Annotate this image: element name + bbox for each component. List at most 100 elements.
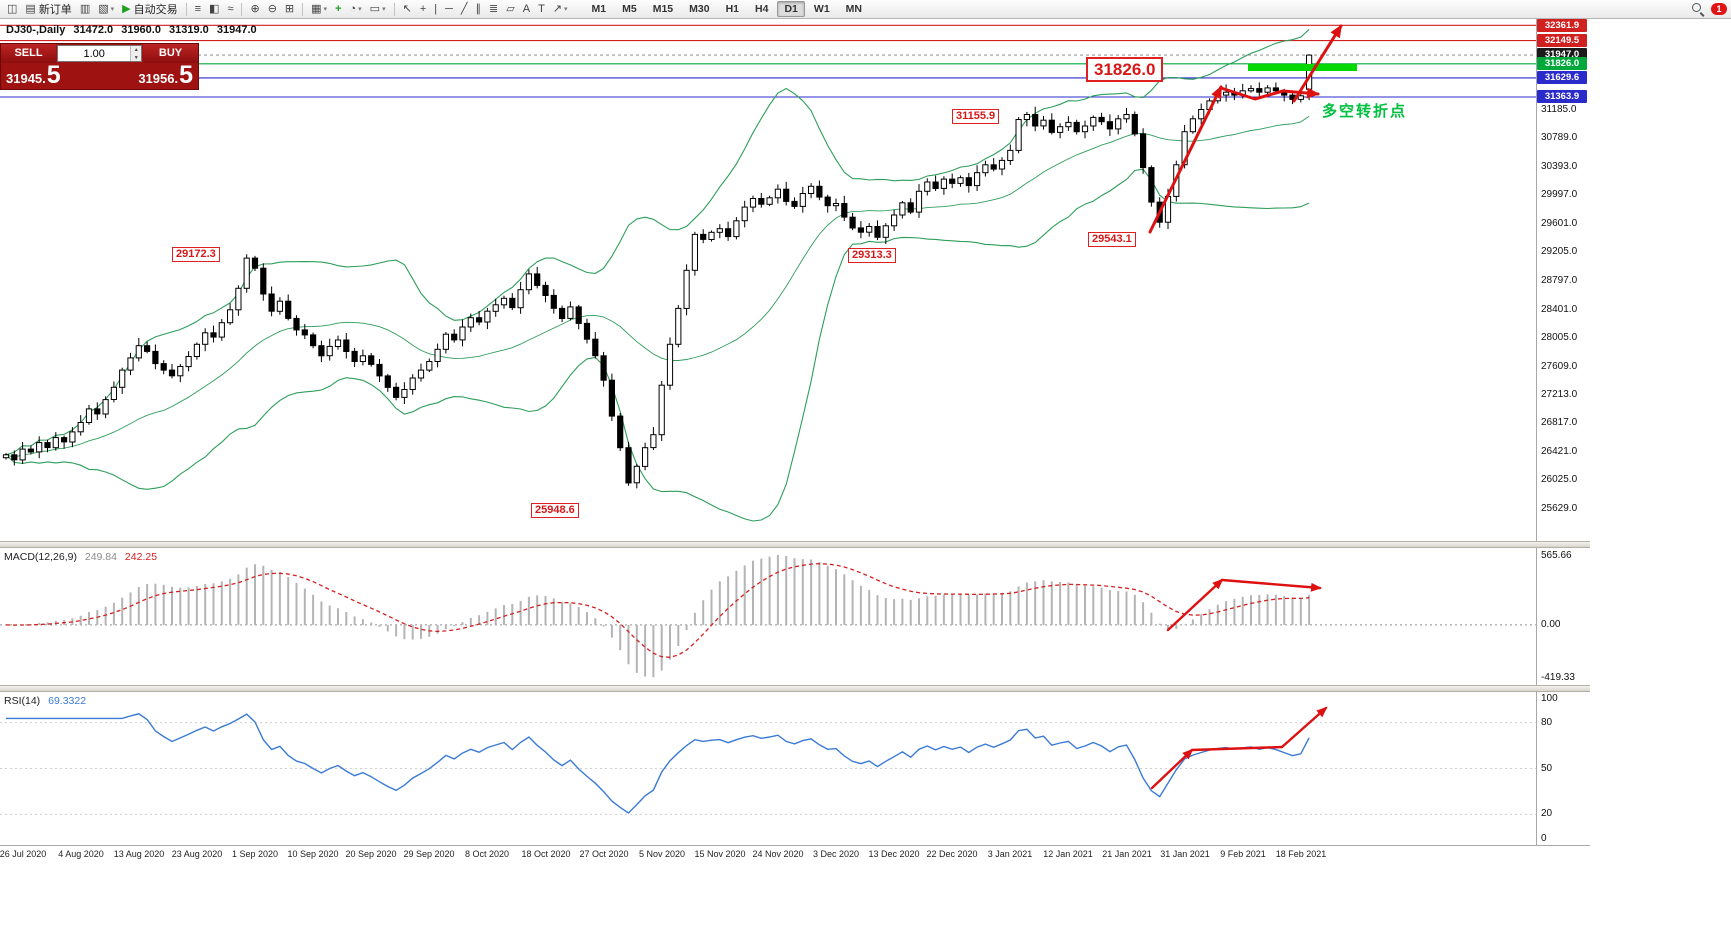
trend-arrows [1166,578,1322,632]
vertical-line-button[interactable]: | [431,1,440,17]
date-label: 29 Sep 2020 [403,849,455,859]
timeframe-mn[interactable]: MN [845,3,862,15]
trendline-button[interactable]: ╱ [458,1,471,17]
profiles-button[interactable]: ▧ ▾ [95,1,117,17]
timeframe-h1[interactable]: H1 [725,3,740,15]
rsi-canvas[interactable] [0,692,1536,845]
macd-signal-line [5,563,1310,658]
search-icon[interactable] [1691,2,1705,16]
volume-down-icon[interactable]: ▼ [133,55,139,61]
price-scale-label: 29997.0 [1541,189,1578,200]
indicator-scale-label: 50 [1541,763,1553,774]
date-label: 13 Aug 2020 [113,849,165,859]
toolbar-buttons: ◫ ▤ 新订单 ▥ ▧ ▾ ▶ 自动交易 ≡ ◧ ≈ ⊕ ⊖ ⊞ ▦ ▾ + ◔ ▾ ▭ ▾ ↖ + | ─ ╱ ∥ ≣ ▱ A T ↗ ▾ [3,1,572,17]
horizontal-line-icon: ─ [445,3,453,15]
timeframe-w1[interactable]: W1 [813,3,830,15]
date-label: 5 Nov 2020 [638,849,686,859]
tile-windows-icon: ⊞ [284,3,295,15]
one-click-trading-panel: SELL ▲▼ BUY 31945.5 31956.5 [0,43,199,90]
buy-price[interactable]: 31956. 5 [138,63,193,88]
rsi-level-lines [0,722,1536,815]
volume-spinner[interactable]: ▲ ▼ [130,46,141,61]
indicator-scale-label: 20 [1541,808,1553,819]
chevron-down-icon: ▾ [564,6,568,13]
charts-button[interactable]: ◫ [4,1,20,17]
time-scale[interactable]: 26 Jul 2020 4 Aug 2020 13 Aug 2020 23 Aug 2… [0,845,1590,864]
charts-icon: ◫ [7,3,18,15]
shapes-button[interactable]: ▱ [503,1,517,17]
indicators-button[interactable]: ▦ ▾ [308,1,330,17]
volume-input[interactable] [58,46,131,61]
price-scale-label: 25629.0 [1541,503,1578,514]
price-scale-label: 27213.0 [1541,389,1578,400]
price-scale-label: 28401.0 [1541,304,1578,315]
price-scale-label: 26421.0 [1541,446,1578,457]
crosshair-icon: + [419,3,427,15]
text-label-icon: T [538,3,545,15]
date-label: 24 Nov 2020 [752,849,804,859]
tile-windows-button[interactable]: ⊞ [282,1,297,17]
vertical-line-icon: | [434,3,438,15]
sell-price[interactable]: 31945. 5 [6,63,61,88]
equidistant-channel-button[interactable]: ∥ [473,1,485,17]
timeframe-d1[interactable]: D1 [777,1,805,17]
main-chart-canvas[interactable] [0,19,1536,541]
text-button[interactable]: A [520,1,533,17]
indicators-icon: ▦ [311,3,322,15]
price-callout: 29313.3 [848,248,896,263]
pane-separator[interactable] [0,541,1590,548]
pane-separator[interactable] [0,685,1590,692]
timeframe-m15[interactable]: M15 [652,3,674,15]
date-label: 3 Jan 2021 [987,849,1033,859]
add-indicator-button[interactable]: + [332,1,344,17]
macd-canvas[interactable] [0,548,1536,685]
fibonacci-button[interactable]: ≣ [486,1,501,17]
highlight-zone [1248,64,1357,71]
timeframe-toolbar: M1 M5 M15 M30 H1 H4 D1 W1 MN [584,1,870,17]
autotrading-button[interactable]: ▶ 自动交易 [119,1,180,17]
zoom-out-icon: ⊖ [267,3,277,15]
equidistant-channel-icon: ∥ [475,3,482,15]
line-chart-mode-button[interactable]: ≈ [224,1,236,17]
periods-button[interactable]: ◔ ▾ [347,1,365,17]
candle-chart-mode-button[interactable]: ◧ [206,1,222,17]
date-label: 8 Oct 2020 [464,849,510,859]
date-label: 3 Dec 2020 [812,849,860,859]
timeframe-h4[interactable]: H4 [755,3,769,15]
buy-button[interactable]: BUY [143,44,198,63]
rsi-title: RSI(14) [4,695,41,707]
zoom-in-button[interactable]: ⊕ [247,1,262,17]
trendline-icon: ╱ [460,3,468,15]
date-label: 12 Jan 2021 [1043,849,1093,859]
zoom-out-button[interactable]: ⊖ [265,1,280,17]
bar-chart-mode-icon: ≡ [194,3,202,15]
price-line-label: 32149.5 [1537,34,1587,47]
date-label: 4 Aug 2020 [58,849,104,859]
bar-chart-mode-button[interactable]: ≡ [192,1,204,17]
notification-badge[interactable]: 1 [1711,3,1727,15]
chart-windows-button[interactable]: ▥ [77,1,93,17]
timeframe-m30[interactable]: M30 [689,3,710,15]
ohlc-high: 31960.0 [121,24,161,36]
price-callout: 25948.6 [531,503,579,518]
price-scale-label: 26025.0 [1541,474,1578,485]
horizontal-line-button[interactable]: ─ [442,1,456,17]
price-scale-label: 31185.0 [1541,104,1577,115]
timeframe-m1[interactable]: M1 [591,3,607,15]
volume-up-icon[interactable]: ▲ [133,47,139,53]
ohlc-low: 31319.0 [169,24,209,36]
price-line-label: 31826.0 [1537,57,1587,70]
new-order-button[interactable]: ▤ 新订单 [22,1,74,17]
text-label-button[interactable]: T [535,1,548,17]
arrows-tool-button[interactable]: ↗ ▾ [550,1,571,17]
cursor-button[interactable]: ↖ [400,1,415,17]
sell-button[interactable]: SELL [1,44,56,63]
volume-input-wrap: ▲▼ [57,45,142,62]
crosshair-button[interactable]: + [417,1,429,17]
new-order-label: 新订单 [38,4,72,16]
new-order-icon: ▤ [25,3,36,15]
date-label: 10 Sep 2020 [287,849,339,859]
timeframe-m5[interactable]: M5 [622,3,637,15]
templates-button[interactable]: ▭ ▾ [367,1,389,17]
macd-title: MACD(12,26,9) [4,551,77,563]
